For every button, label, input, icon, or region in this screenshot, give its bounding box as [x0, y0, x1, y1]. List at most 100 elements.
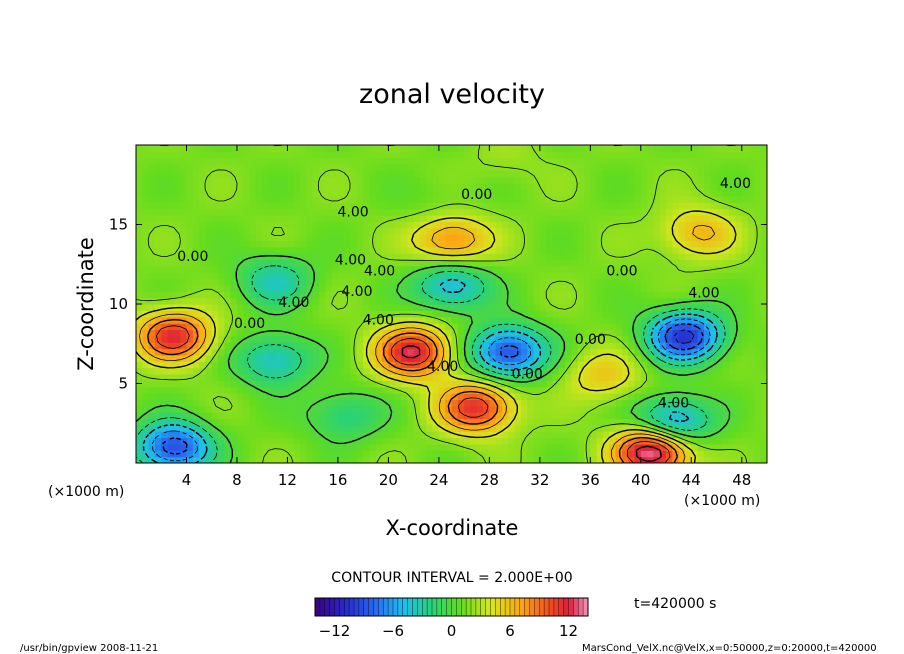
heatmap-cell [356, 335, 364, 343]
heatmap-cell [394, 183, 402, 191]
heatmap-cell [218, 253, 225, 261]
heatmap-cell [476, 354, 484, 362]
heatmap-cell [306, 259, 314, 267]
heatmap-cell [186, 253, 194, 261]
heatmap-cell [653, 437, 661, 445]
heatmap-cell [205, 418, 213, 426]
heatmap-cell [167, 284, 175, 292]
heatmap-cell [268, 412, 276, 420]
heatmap-cell [527, 354, 535, 362]
heatmap-cell [211, 189, 219, 197]
heatmap-cell [199, 380, 207, 388]
heatmap-cell [476, 278, 484, 286]
heatmap-cell [312, 176, 320, 184]
heatmap-cell [394, 291, 402, 299]
heatmap-cell [419, 183, 427, 191]
heatmap-cell [255, 176, 263, 184]
heatmap-cell [388, 272, 396, 280]
heatmap-cell [703, 284, 711, 292]
heatmap-cell [407, 354, 415, 362]
heatmap-cell [533, 393, 541, 400]
heatmap-cell [438, 291, 446, 299]
heatmap-cell [533, 405, 541, 413]
heatmap-cell [464, 246, 472, 254]
heatmap-cell [205, 405, 213, 413]
heatmap-cell [748, 348, 755, 356]
heatmap-cell [287, 297, 295, 305]
heatmap-cell [634, 450, 642, 458]
heatmap-cell [293, 189, 301, 197]
heatmap-cell [154, 342, 162, 350]
heatmap-cell [546, 183, 554, 191]
heatmap-cell [729, 316, 737, 324]
heatmap-cell [375, 405, 383, 413]
heatmap-cell [438, 246, 446, 254]
heatmap-cell [476, 399, 484, 407]
heatmap-cell [142, 253, 150, 261]
heatmap-cell [262, 253, 270, 261]
heatmap-cell [489, 304, 497, 311]
heatmap-cell [211, 380, 219, 388]
heatmap-cell [173, 361, 181, 369]
heatmap-cell [205, 304, 213, 311]
heatmap-cell [312, 227, 320, 235]
heatmap-cell [697, 151, 705, 159]
heatmap-cell [520, 437, 528, 445]
heatmap-cell [508, 170, 516, 178]
heatmap-cell [495, 259, 503, 267]
heatmap-cell [520, 214, 528, 222]
heatmap-cell [735, 431, 743, 439]
heatmap-cell [565, 151, 572, 159]
heatmap-cell [489, 183, 497, 191]
heatmap-cell [419, 316, 427, 324]
heatmap-cell [300, 373, 307, 381]
heatmap-cell [142, 386, 150, 394]
heatmap-cell [653, 373, 661, 381]
heatmap-cell [312, 202, 320, 210]
heatmap-cell [363, 450, 371, 458]
heatmap-cell [514, 284, 522, 292]
heatmap-cell [483, 253, 490, 261]
heatmap-cell [375, 456, 383, 463]
heatmap-cell [211, 354, 219, 362]
heatmap-cell [318, 208, 326, 216]
heatmap-cell [476, 310, 484, 318]
heatmap-cell [407, 176, 415, 184]
heatmap-cell [344, 424, 352, 432]
heatmap-cell [672, 291, 680, 299]
heatmap-cell [268, 329, 276, 337]
heatmap-cell [426, 189, 434, 197]
heatmap-cell [501, 348, 509, 356]
heatmap-cell [628, 246, 636, 254]
heatmap-cell [748, 284, 755, 292]
heatmap-cell [281, 361, 289, 369]
heatmap-cell [659, 348, 667, 356]
heatmap-cell [445, 221, 453, 229]
heatmap-cell [754, 373, 762, 381]
heatmap-cell [344, 170, 352, 178]
heatmap-cell [186, 227, 194, 235]
heatmap-cell [508, 399, 516, 407]
heatmap-cell [451, 240, 459, 248]
heatmap-cell [476, 170, 484, 178]
heatmap-cell [136, 176, 143, 184]
heatmap-cell [508, 291, 516, 299]
heatmap-cell [325, 240, 333, 248]
heatmap-cell [211, 208, 219, 216]
heatmap-cell [552, 437, 560, 445]
heatmap-cell [748, 361, 755, 369]
heatmap-cell [413, 221, 421, 229]
heatmap-cell [432, 202, 440, 210]
heatmap-cell [659, 183, 667, 191]
heatmap-cell [224, 272, 232, 280]
heatmap-cell [255, 291, 263, 299]
heatmap-cell [426, 367, 434, 375]
heatmap-cell [754, 450, 762, 458]
heatmap-cell [218, 183, 225, 191]
heatmap-cell [647, 335, 655, 343]
heatmap-cell [180, 335, 188, 343]
heatmap-cell [337, 240, 345, 248]
heatmap-cell [565, 234, 572, 241]
heatmap-cell [539, 240, 547, 248]
heatmap-cell [533, 323, 541, 331]
